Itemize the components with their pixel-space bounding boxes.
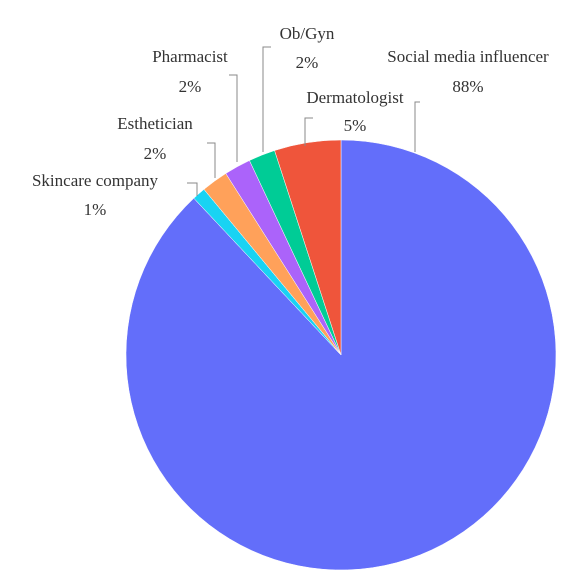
slice-value-label: 2%: [179, 77, 202, 96]
slice-value-label: 88%: [452, 77, 483, 96]
slice-label: Ob/Gyn: [280, 24, 335, 43]
leader-line: [229, 74, 238, 162]
slice-label: Skincare company: [32, 171, 159, 190]
slice-label: Esthetician: [117, 114, 193, 133]
leader-line: [187, 182, 198, 196]
slice-value-label: 1%: [84, 200, 107, 219]
leader-line: [414, 101, 420, 152]
slice-label: Dermatologist: [306, 88, 404, 107]
pie-slice: [274, 139, 342, 356]
slice-value-label: 5%: [344, 116, 367, 135]
slice-label: Social media influencer: [387, 47, 549, 66]
leader-line: [304, 117, 313, 146]
slice-value-label: 2%: [144, 144, 167, 163]
leader-line: [262, 46, 271, 152]
slice-value-label: 2%: [296, 53, 319, 72]
slice-label: Pharmacist: [152, 47, 228, 66]
leader-line: [207, 142, 216, 178]
